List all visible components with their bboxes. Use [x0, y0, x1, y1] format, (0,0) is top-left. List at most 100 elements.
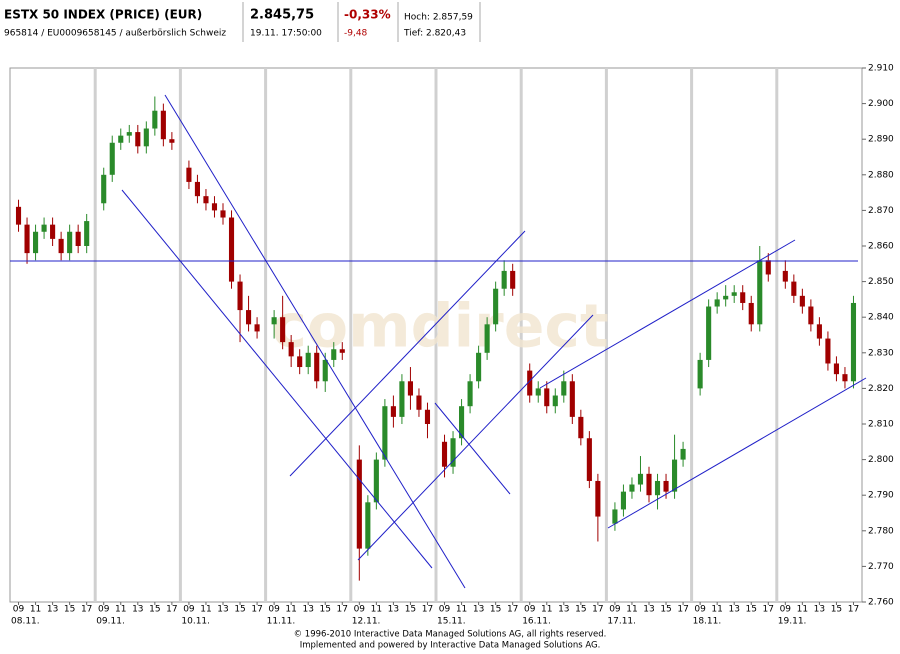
candle-body [280, 317, 286, 343]
watermark: comdirect [271, 292, 608, 362]
candle-body [484, 324, 490, 353]
candle-body [672, 459, 678, 492]
candle-body [50, 224, 56, 239]
candle-body [833, 363, 839, 375]
candle-body [441, 441, 448, 467]
y-tick-label: 2.850 [868, 277, 894, 287]
day-label: 17.11. [607, 617, 636, 627]
candle-body [382, 406, 388, 460]
x-tick-label: 17 [592, 605, 603, 615]
candle-body [791, 281, 797, 296]
candle-body [714, 299, 720, 307]
y-tick-label: 2.810 [868, 420, 894, 430]
candle-body [569, 381, 575, 417]
candle-body [365, 502, 371, 549]
x-tick-label: 13 [132, 605, 143, 615]
x-tick-label: 11 [115, 605, 126, 615]
x-tick-label: 15 [64, 605, 75, 615]
candle-body [101, 174, 107, 204]
x-tick-label: 15 [405, 605, 416, 615]
day-label: 16.11. [522, 617, 551, 627]
candle-body [169, 139, 175, 143]
candle-body [586, 438, 592, 481]
candle-body [697, 359, 703, 389]
candle-body [731, 292, 737, 296]
candle-body [501, 270, 507, 289]
candle-body [203, 196, 209, 204]
x-tick-label: 15 [320, 605, 331, 615]
x-tick-label: 17 [337, 605, 348, 615]
candle-body [160, 110, 166, 140]
candle-body [816, 324, 822, 339]
x-tick-label: 13 [473, 605, 484, 615]
x-tick-label: 15 [234, 605, 245, 615]
x-tick-label: 09 [524, 605, 536, 615]
day-label: 19.11. [778, 617, 807, 627]
candle-body [424, 409, 431, 424]
candle-body [24, 224, 30, 254]
change-abs: -9,48 [344, 29, 368, 39]
candle-body [399, 381, 405, 417]
candle-body [228, 217, 235, 282]
candle-body [459, 406, 465, 439]
candle-body [629, 484, 635, 492]
trend-line [357, 314, 594, 561]
candle-body [194, 181, 200, 197]
x-tick-label: 11 [626, 605, 637, 615]
x-tick-label: 17 [81, 605, 92, 615]
x-tick-label: 15 [660, 605, 671, 615]
candle-body [510, 270, 516, 289]
candle-body [297, 356, 303, 368]
candle-body [356, 459, 362, 549]
x-tick-label: 09 [354, 605, 366, 615]
y-tick-label: 2.900 [868, 99, 894, 109]
y-tick-label: 2.840 [868, 313, 894, 323]
candle-body [842, 374, 848, 382]
x-tick-label: 13 [47, 605, 58, 615]
candle-body [314, 352, 320, 382]
candle-body [254, 324, 260, 332]
trend-line [607, 377, 867, 529]
y-tick-label: 2.830 [868, 348, 894, 358]
candle-body [765, 260, 771, 275]
x-tick-label: 17 [166, 605, 177, 615]
candle-body [186, 167, 192, 182]
candle-body [246, 310, 252, 325]
candle-body [390, 406, 396, 417]
candle-body [646, 473, 652, 496]
instrument-id: 965814 / EU0009658145 / außerbörslich Sc… [4, 29, 226, 39]
x-tick-label: 17 [763, 605, 774, 615]
candle-body [152, 110, 158, 129]
candle-body [373, 459, 379, 503]
x-tick-label: 09 [439, 605, 451, 615]
candle-body [41, 224, 47, 232]
candle-body [339, 349, 345, 353]
trend-line [121, 189, 433, 569]
candle-body [211, 203, 218, 211]
candle-body [331, 349, 337, 360]
change-pct: -0,33% [344, 8, 391, 22]
x-tick-label: 09 [183, 605, 195, 615]
x-tick-label: 11 [371, 605, 382, 615]
y-tick-label: 2.860 [868, 242, 894, 252]
x-tick-label: 13 [302, 605, 313, 615]
y-tick-label: 2.910 [868, 64, 894, 74]
x-tick-label: 17 [422, 605, 433, 615]
x-tick-label: 13 [388, 605, 399, 615]
candle-body [595, 480, 601, 517]
x-tick-label: 11 [456, 605, 467, 615]
candle-body [288, 342, 294, 357]
candle-body [637, 473, 644, 485]
candle-body [544, 388, 550, 407]
x-tick-label: 13 [643, 605, 654, 615]
x-tick-label: 09 [98, 605, 110, 615]
candle-body [58, 238, 64, 254]
y-tick-label: 2.800 [868, 455, 894, 465]
y-tick-label: 2.780 [868, 526, 894, 536]
x-tick-label: 11 [797, 605, 808, 615]
x-tick-label: 15 [490, 605, 501, 615]
candle-body [220, 210, 226, 218]
x-tick-label: 17 [848, 605, 859, 615]
candle-body [135, 132, 141, 147]
